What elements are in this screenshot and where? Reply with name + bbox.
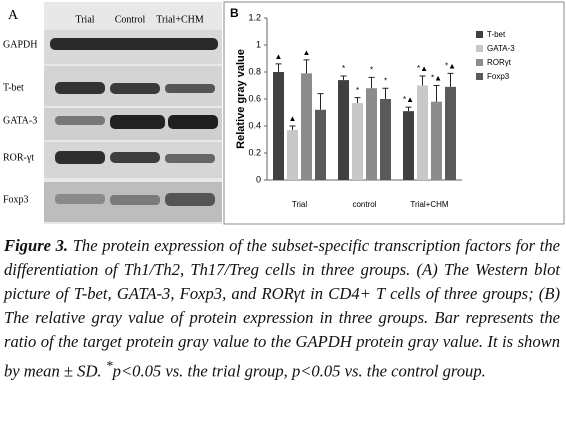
blot-band [110,83,160,94]
significance-marker: * [384,76,387,85]
blot-band [55,82,105,94]
panel-label: B [230,6,239,20]
row-label: ROR-γt [3,152,34,163]
legend-swatch [476,59,483,66]
blot-band [165,193,215,206]
significance-marker: *▲ [403,95,414,104]
panel-label: A [8,8,19,23]
blot-band [165,154,215,163]
blot-band [55,116,105,125]
significance-marker: * [370,66,373,75]
bar [431,101,442,180]
significance-marker: *▲ [445,61,456,70]
y-tick-label: 0 [256,174,261,184]
caption: Figure 3. The protein expression of the … [4,234,560,384]
x-tick-label: control [352,200,376,209]
row-label: Foxp3 [3,194,29,205]
bar [315,109,326,180]
row-label: GAPDH [3,39,37,50]
significance-marker: *▲ [417,64,428,73]
legend-label: GATA-3 [487,44,515,53]
significance-marker: ▲ [303,48,311,57]
error-bar [382,87,389,99]
legend-label: Foxp3 [487,72,510,81]
blot-band [165,84,215,93]
blot-band [168,115,218,129]
bar [417,85,428,180]
error-bar [340,75,347,81]
y-axis-label: Relative gray value [235,49,247,149]
legend-swatch [476,73,483,80]
significance-marker: ▲ [275,52,283,61]
blot-band [50,38,218,50]
y-tick-label: 1.2 [248,12,261,22]
significance-marker: *▲ [431,74,442,83]
x-tick-label: Trial+CHM [410,200,448,209]
bar [301,73,312,180]
blot-band [110,152,160,163]
column-label: Trial [75,14,94,25]
error-bar [354,97,361,104]
legend-swatch [476,45,483,52]
legend-label: T-bet [487,30,506,39]
blot-band [55,151,105,164]
bar [273,72,284,180]
bar [352,103,363,180]
bar [287,130,298,180]
bar [338,80,349,180]
error-bar [275,63,282,72]
significance-marker: * [342,64,345,73]
blot-band [110,195,160,205]
row-label: T-bet [3,82,24,93]
y-tick-label: 0.4 [248,120,261,130]
y-tick-label: 0.8 [248,66,261,76]
y-tick-label: 0.2 [248,147,261,157]
caption-text: The protein expression of the subset-spe… [4,236,561,381]
y-tick-label: 0.6 [248,93,261,103]
blot-band [55,194,105,204]
error-bar [447,72,454,87]
error-bar [289,125,296,131]
legend-swatch [476,31,483,38]
error-bar [368,76,375,89]
significance-marker: ▲ [289,114,297,123]
figure: A Trial Control Trial+CHM GAPDH T-bet GATA-3 RO… [3,1,565,225]
error-bar [433,85,440,102]
caption-sup: * [105,358,113,373]
bar [380,99,391,180]
column-label: Trial+CHM [156,14,204,25]
row-label: GATA-3 [3,115,37,126]
y-tick-label: 1 [256,39,261,49]
column-label: Control [115,14,146,25]
x-tick-label: Trial [292,200,307,209]
caption-text: p<0.05 vs. the trial group, p<0.05 vs. t… [112,361,486,381]
bar [445,86,456,180]
bar [366,88,377,180]
caption-label: Figure 3. [4,236,69,255]
blot-band [110,115,165,129]
bar [403,111,414,180]
legend-label: RORγt [487,58,512,67]
error-bar [405,106,412,112]
error-bar [317,93,324,110]
significance-marker: * [356,86,359,95]
error-bar [419,75,426,86]
error-bar [303,59,310,74]
